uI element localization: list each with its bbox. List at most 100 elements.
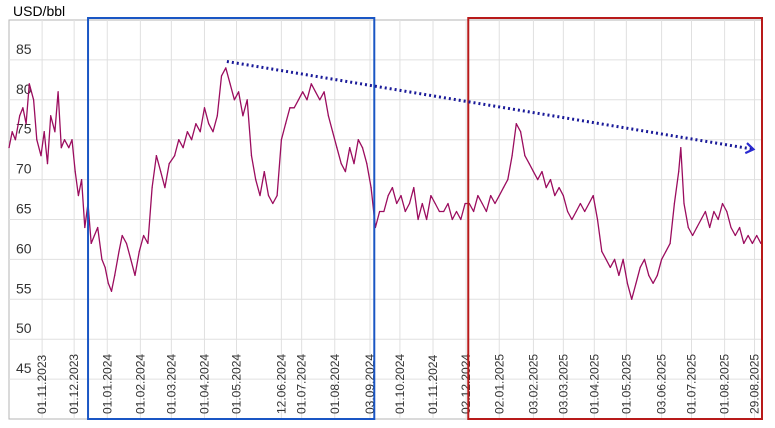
data-point [473, 210, 475, 213]
x-tick-label: 03.02.2025 [526, 354, 540, 414]
data-point [691, 234, 694, 237]
data-point [575, 210, 577, 213]
data-point [101, 258, 103, 260]
price-line [8, 67, 762, 300]
data-point [709, 226, 711, 229]
data-point [524, 155, 526, 157]
data-point [532, 171, 535, 173]
x-tick-label: 01.11.2024 [426, 355, 440, 414]
x-tick-label: 01.12.2023 [67, 354, 81, 414]
data-point [558, 186, 560, 189]
data-point [683, 202, 685, 205]
data-point [635, 282, 637, 284]
data-point [704, 210, 706, 213]
data-point [481, 202, 483, 205]
data-point [626, 282, 629, 284]
data-point [477, 194, 479, 197]
data-point [263, 171, 265, 173]
data-point [443, 210, 445, 213]
data-point [40, 155, 42, 157]
data-point [734, 234, 736, 237]
data-point [118, 250, 120, 253]
data-point [340, 163, 342, 165]
data-point [267, 194, 270, 197]
data-point [114, 274, 116, 276]
data-point [545, 186, 547, 189]
y-axis-label: USD/bbl [13, 3, 65, 19]
data-point [696, 226, 698, 229]
data-point [447, 202, 449, 205]
x-tick-label: 03.06.2025 [655, 354, 669, 414]
data-point [541, 171, 543, 173]
data-point [36, 139, 38, 141]
data-point [8, 147, 10, 149]
data-point [25, 123, 27, 125]
data-point [361, 147, 364, 149]
data-point [164, 186, 166, 189]
data-point [515, 123, 517, 125]
data-point [455, 210, 458, 213]
arrow-head [744, 142, 756, 155]
x-tick-label: 01.04.2024 [197, 354, 211, 414]
data-point [19, 115, 21, 117]
data-point [90, 242, 92, 245]
data-point [43, 131, 45, 133]
data-point [700, 218, 702, 221]
data-point [408, 202, 411, 205]
data-point [310, 83, 312, 85]
data-point [246, 99, 248, 101]
data-point [259, 194, 261, 197]
data-point [160, 171, 162, 173]
data-point [138, 250, 140, 253]
data-point [208, 123, 210, 125]
x-axis-ticks: 01.11.2023 01.12.2023 01.01.2024 01.02.2024… [35, 354, 761, 414]
data-point [168, 163, 170, 165]
highlight-box [467, 17, 763, 420]
y-tick-label: 55 [16, 280, 32, 296]
data-point [601, 250, 603, 253]
data-point [383, 210, 385, 213]
highlight-box [87, 17, 376, 420]
data-point [297, 99, 300, 101]
data-point [669, 242, 671, 245]
data-point [661, 258, 663, 260]
x-tick-label: 03.03.2025 [556, 354, 570, 414]
data-point [195, 123, 197, 125]
data-point [652, 282, 654, 284]
data-point [203, 107, 206, 109]
x-tick-label: 01.08.2024 [328, 354, 342, 414]
data-point [743, 242, 745, 245]
x-tick-label: 01.03.2024 [164, 354, 178, 414]
data-point [639, 266, 641, 268]
data-point [579, 202, 582, 205]
data-point [46, 163, 49, 165]
data-point [130, 258, 132, 260]
data-point [110, 290, 113, 292]
data-point [502, 186, 505, 189]
data-point [276, 194, 278, 197]
x-tick-label: 02.01.2025 [492, 354, 506, 414]
data-point [562, 194, 564, 197]
data-point [751, 242, 753, 245]
data-point [537, 179, 539, 181]
data-point [614, 258, 616, 260]
data-point [673, 202, 676, 205]
data-point [306, 99, 308, 101]
x-tick-label: 02.12.2024 [459, 354, 473, 414]
data-point [730, 226, 732, 229]
y-axis-ticks: 45 50 55 60 65 70 75 80 85 [16, 41, 32, 376]
data-point [332, 131, 334, 133]
data-point [567, 210, 569, 213]
data-point [747, 234, 749, 237]
y-tick-label: 75 [16, 121, 32, 137]
data-point [289, 107, 291, 109]
data-point [63, 139, 66, 141]
data-point [451, 218, 453, 221]
x-tick-label: 01.04.2025 [587, 354, 601, 414]
x-tick-label: 01.02.2024 [133, 354, 147, 414]
data-point [191, 139, 193, 141]
data-point [250, 155, 253, 157]
data-point [396, 202, 398, 205]
data-point [32, 99, 35, 101]
